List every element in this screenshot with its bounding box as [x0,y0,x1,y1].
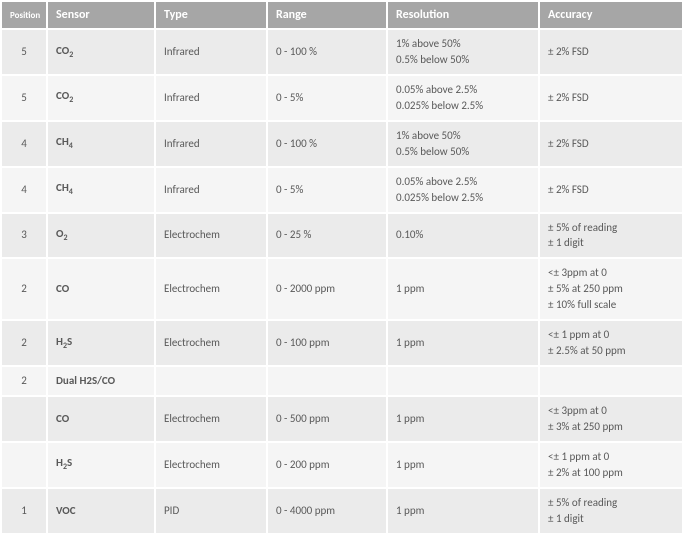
cell-accuracy: ± 5% of reading± 1 digit [540,214,682,258]
cell-sensor: O2 [48,214,154,258]
cell-range: 0 - 25 % [268,214,386,258]
table-row: 5CO2Infrared0 - 100 %1% above 50%0.5% be… [2,30,682,74]
cell-accuracy: <± 1 ppm at 0± 2% at 100 ppm [540,443,682,487]
cell-accuracy: <± 3ppm at 0± 3% at 250 ppm [540,397,682,441]
cell-resolution: 0.10% [388,214,538,258]
table-header: Position Sensor Type Range Resolution Ac… [2,2,682,28]
table-row: 1VOCPID0 - 4000 ppm1 ppm± 5% of reading±… [2,489,682,533]
cell-accuracy [540,367,682,395]
col-type: Type [156,2,266,28]
cell-range: 0 - 2000 ppm [268,259,386,319]
table-row: 5CO2Infrared0 - 5%0.05% above 2.5%0.025%… [2,76,682,120]
cell-sensor: CO [48,259,154,319]
cell-range: 0 - 5% [268,76,386,120]
cell-position: 2 [2,321,46,365]
cell-position [2,443,46,487]
cell-position: 5 [2,76,46,120]
cell-range: 0 - 4000 ppm [268,489,386,533]
cell-range: 0 - 500 ppm [268,397,386,441]
cell-position: 4 [2,168,46,212]
sensor-table-container: Position Sensor Type Range Resolution Ac… [0,0,682,535]
table-row: 2Dual H2S/CO [2,367,682,395]
cell-type: Electrochem [156,443,266,487]
cell-resolution: 1 ppm [388,259,538,319]
col-position: Position [2,2,46,28]
cell-resolution: 1 ppm [388,321,538,365]
cell-range [268,367,386,395]
table-row: 3O2Electrochem0 - 25 %0.10%± 5% of readi… [2,214,682,258]
table-row: COElectrochem0 - 500 ppm1 ppm<± 3ppm at … [2,397,682,441]
cell-sensor: CO2 [48,30,154,74]
cell-position: 4 [2,122,46,166]
cell-range: 0 - 5% [268,168,386,212]
cell-type: Infrared [156,30,266,74]
cell-resolution: 0.05% above 2.5%0.025% below 2.5% [388,168,538,212]
cell-resolution: 1 ppm [388,397,538,441]
table-row: 4CH4Infrared0 - 100 %1% above 50%0.5% be… [2,122,682,166]
cell-type [156,367,266,395]
cell-accuracy: <± 3ppm at 0± 5% at 250 ppm± 10% full sc… [540,259,682,319]
table-row: 4CH4Infrared0 - 5%0.05% above 2.5%0.025%… [2,168,682,212]
table-body: 5CO2Infrared0 - 100 %1% above 50%0.5% be… [2,30,682,533]
cell-type: Infrared [156,76,266,120]
table-row: H2SElectrochem0 - 200 ppm1 ppm<± 1 ppm a… [2,443,682,487]
cell-sensor: VOC [48,489,154,533]
cell-accuracy: ± 2% FSD [540,168,682,212]
table-row: 2COElectrochem0 - 2000 ppm1 ppm<± 3ppm a… [2,259,682,319]
cell-accuracy: ± 5% of reading± 1 digit [540,489,682,533]
cell-range: 0 - 100 % [268,30,386,74]
sensor-table: Position Sensor Type Range Resolution Ac… [0,0,682,535]
col-resolution: Resolution [388,2,538,28]
cell-position [2,397,46,441]
cell-type: PID [156,489,266,533]
cell-range: 0 - 200 ppm [268,443,386,487]
cell-sensor: Dual H2S/CO [48,367,154,395]
cell-accuracy: <± 1 ppm at 0± 2.5% at 50 ppm [540,321,682,365]
cell-position: 2 [2,259,46,319]
cell-accuracy: ± 2% FSD [540,122,682,166]
cell-resolution: 0.05% above 2.5%0.025% below 2.5% [388,76,538,120]
cell-sensor: CH4 [48,168,154,212]
cell-sensor: H2S [48,321,154,365]
cell-position: 1 [2,489,46,533]
cell-type: Electrochem [156,321,266,365]
cell-type: Electrochem [156,214,266,258]
cell-type: Infrared [156,168,266,212]
cell-accuracy: ± 2% FSD [540,30,682,74]
cell-resolution: 1 ppm [388,489,538,533]
cell-range: 0 - 100 % [268,122,386,166]
cell-sensor: H2S [48,443,154,487]
cell-resolution: 1% above 50%0.5% below 50% [388,30,538,74]
cell-type: Infrared [156,122,266,166]
cell-type: Electrochem [156,259,266,319]
cell-position: 3 [2,214,46,258]
col-accuracy: Accuracy [540,2,682,28]
cell-resolution [388,367,538,395]
cell-position: 2 [2,367,46,395]
cell-position: 5 [2,30,46,74]
cell-type: Electrochem [156,397,266,441]
col-sensor: Sensor [48,2,154,28]
cell-sensor: CH4 [48,122,154,166]
cell-resolution: 1 ppm [388,443,538,487]
cell-range: 0 - 100 ppm [268,321,386,365]
col-range: Range [268,2,386,28]
cell-resolution: 1% above 50%0.5% below 50% [388,122,538,166]
cell-accuracy: ± 2% FSD [540,76,682,120]
cell-sensor: CO2 [48,76,154,120]
cell-sensor: CO [48,397,154,441]
table-row: 2H2SElectrochem0 - 100 ppm1 ppm<± 1 ppm … [2,321,682,365]
